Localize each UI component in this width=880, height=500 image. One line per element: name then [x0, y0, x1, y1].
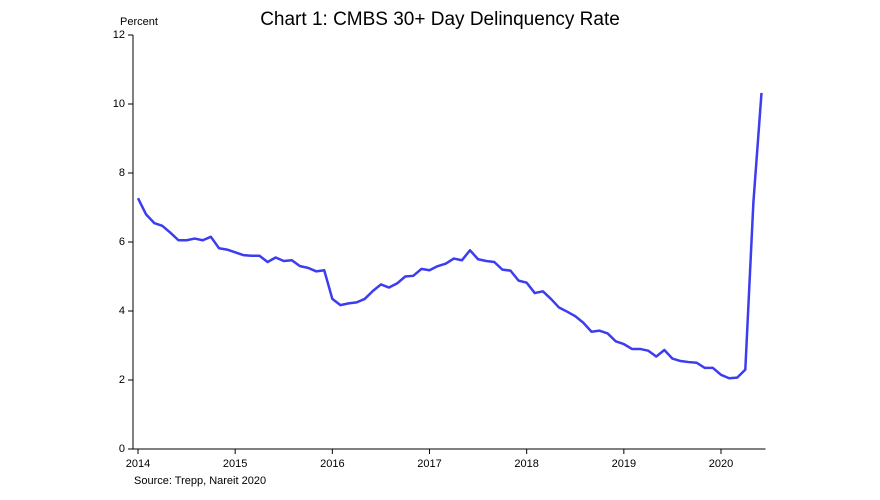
y-tick-label: 12: [113, 29, 125, 41]
y-tick-label: 4: [119, 305, 125, 317]
y-tick-label: 6: [119, 236, 125, 248]
data-line: [136, 92, 763, 380]
x-tick-label: 2015: [223, 458, 247, 470]
y-tick-label: 10: [113, 98, 125, 110]
x-tick-label: 2017: [417, 458, 441, 470]
y-axis-label: Percent: [120, 16, 158, 28]
y-tick-label: 8: [119, 167, 125, 179]
x-tick-label: 2016: [320, 458, 344, 470]
chart-title: Chart 1: CMBS 30+ Day Delinquency Rate: [260, 9, 620, 30]
source-note: Source: Trepp, Nareit 2020: [134, 475, 266, 487]
x-tick-label: 2019: [612, 458, 636, 470]
y-tick-label: 0: [119, 443, 125, 455]
y-tick-label: 2: [119, 374, 125, 386]
x-tick-label: 2018: [514, 458, 538, 470]
x-tick-label: 2020: [709, 458, 733, 470]
x-tick-label: 2014: [126, 458, 150, 470]
